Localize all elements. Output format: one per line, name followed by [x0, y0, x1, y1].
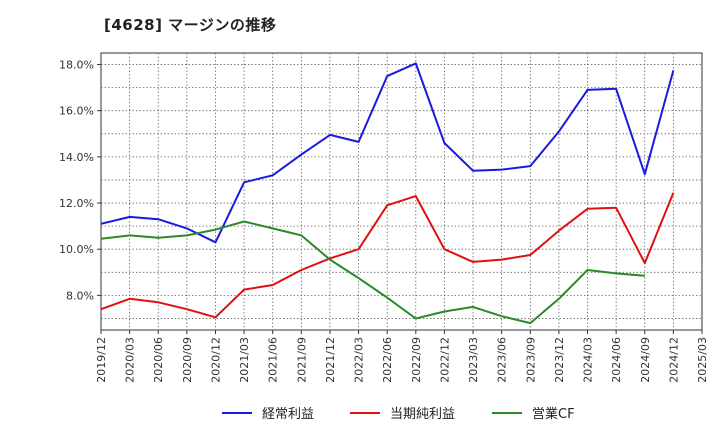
legend: 経常利益 当期純利益 営業CF	[222, 406, 575, 422]
y-axis: 8.0% 10.0% 12.0% 14.0% 16.0% 18.0%	[59, 59, 101, 302]
x-tick-label: 2023/06	[496, 337, 509, 383]
x-tick-label: 2023/12	[553, 337, 566, 383]
x-tick-label: 2021/03	[238, 337, 251, 383]
x-tick-label: 2019/12	[95, 337, 108, 383]
y-tick-label: 12.0%	[59, 197, 94, 210]
y-tick-label: 16.0%	[59, 105, 94, 118]
x-tick-label: 2022/12	[438, 337, 451, 383]
x-tick-label: 2022/03	[353, 337, 366, 383]
x-tick-label: 2024/09	[639, 337, 652, 383]
x-tick-label: 2021/09	[295, 337, 308, 383]
x-axis: 2019/12 2020/03 2020/06 2020/09 2020/12 2021/…	[95, 330, 709, 383]
chart-title: [4628] マージンの推移	[104, 16, 277, 34]
x-tick-label: 2022/06	[381, 337, 394, 383]
x-tick-label: 2024/06	[610, 337, 623, 383]
x-tick-label: 2020/09	[181, 337, 194, 383]
y-tick-label: 14.0%	[59, 151, 94, 164]
series-lines	[100, 62, 675, 325]
y-tick-label: 18.0%	[59, 59, 94, 72]
x-tick-label: 2020/12	[209, 337, 222, 383]
series-line	[100, 192, 675, 319]
x-tick-label: 2024/12	[667, 337, 680, 383]
legend-label: 営業CF	[532, 406, 575, 422]
x-tick-label: 2024/03	[582, 337, 595, 383]
x-tick-label: 2023/03	[467, 337, 480, 383]
y-tick-label: 8.0%	[66, 289, 94, 302]
x-tick-label: 2022/09	[410, 337, 423, 383]
x-tick-label: 2021/06	[267, 337, 280, 383]
x-tick-label: 2025/03	[696, 337, 709, 383]
series-line	[100, 220, 645, 325]
x-tick-label: 2020/03	[124, 337, 137, 383]
legend-label: 当期純利益	[390, 407, 455, 422]
plot-area	[100, 52, 703, 331]
x-tick-label: 2021/12	[324, 337, 337, 383]
y-tick-label: 10.0%	[59, 243, 94, 256]
x-tick-label: 2023/09	[524, 337, 537, 383]
x-tick-label: 2020/06	[152, 337, 165, 383]
legend-label: 経常利益	[262, 407, 314, 422]
